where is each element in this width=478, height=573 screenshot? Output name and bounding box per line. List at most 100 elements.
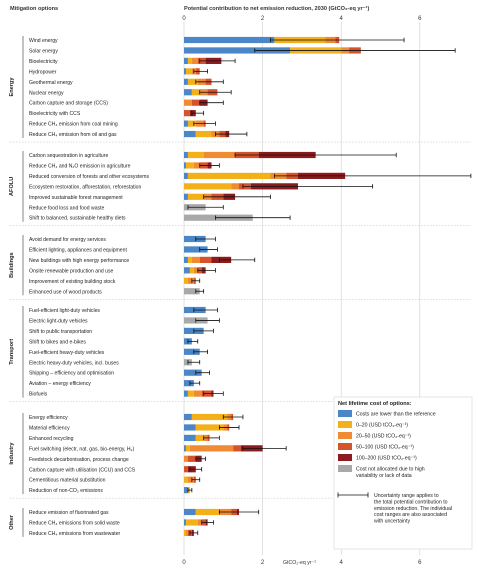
legend-box <box>333 396 473 550</box>
legend-swatch-0 <box>338 410 352 417</box>
bar-segment-2-2-1 <box>187 256 192 263</box>
legend-uncertainty-text-1: the total potential contribution to <box>374 499 448 505</box>
option-label-5-1: Reduce CH₄ emissions from solid waste <box>29 520 120 526</box>
bar-segment-5-0-1 <box>195 508 220 516</box>
option-label-4-6: Cementitious material substitution <box>29 478 106 484</box>
option-label-3-2: Shift to public transportation <box>29 329 92 335</box>
options-header: Mitigation options <box>10 6 58 12</box>
sector-label-2: Buildings <box>9 252 15 277</box>
bar-segment-1-4-0 <box>184 193 188 200</box>
sector-label-3: Transport <box>9 339 15 365</box>
option-label-1-2: Reduced conversion of forests and other … <box>29 174 150 180</box>
bar-segment-4-4-1 <box>187 455 196 462</box>
bar-segment-2-0-0 <box>184 235 206 243</box>
bar-segment-2-5-0 <box>184 288 200 295</box>
bar-segment-2-2-2 <box>191 256 200 263</box>
bar-segment-1-0-1 <box>187 151 204 159</box>
x-tick-top-1: 2 <box>261 16 265 22</box>
bar-segment-2-2-3 <box>199 256 212 263</box>
bar-segment-2-4-0 <box>184 277 188 284</box>
legend-swatch-1 <box>338 421 352 428</box>
bar-segment-1-2-0 <box>184 172 188 179</box>
bar-segment-4-2-0 <box>184 434 196 441</box>
legend-label-5-a: Cost not allocated due to high <box>356 467 425 473</box>
bar-segment-2-3-1 <box>189 267 194 274</box>
bar-segment-3-4-0 <box>184 348 200 355</box>
bar-segment-2-4-1 <box>187 277 194 284</box>
bar-segment-3-8-0 <box>184 390 188 397</box>
bar-segment-0-2-2 <box>191 57 198 64</box>
option-label-4-7: Reduction of non-CO₂ emissions <box>29 488 103 494</box>
legend-label-0: Costs are lower than the reference <box>356 412 436 418</box>
option-label-4-1: Material efficiency <box>29 425 70 431</box>
bar-segment-1-1-1 <box>185 162 194 169</box>
bar-segment-1-1-0 <box>184 162 186 169</box>
bar-segment-0-4-0 <box>184 78 188 85</box>
x-axis-label: GtCO₂-eq yr⁻¹ <box>283 560 316 566</box>
legend-label-1: 0–20 (USD tCO₂-eq⁻¹) <box>356 423 408 429</box>
option-label-0-8: Reduce CH₄ emission from coal mining <box>29 122 118 128</box>
bar-segment-1-3-0 <box>184 183 232 190</box>
option-label-0-7: Bioelectricity with CCS <box>29 111 81 117</box>
bar-segment-5-0-0 <box>184 508 196 516</box>
option-label-1-6: Shift to balanced, sustainable healthy d… <box>29 216 126 222</box>
option-label-1-1: Reduce CH₄ and N₂O emission in agricultu… <box>29 163 131 169</box>
legend-uncertainty-text-4: with uncertainty <box>374 519 410 525</box>
bar-segment-4-3-2 <box>189 445 234 452</box>
legend-label-3: 50–100 (USD tCO₂-eq⁻¹) <box>356 445 414 451</box>
bar-segment-1-4-1 <box>187 193 204 200</box>
bar-segment-5-2-1 <box>185 529 188 536</box>
bar-segment-0-0-0 <box>184 36 275 44</box>
option-label-4-3: Fuel switching (electr, nat. gas, bio-en… <box>29 446 135 452</box>
option-label-0-1: Solar energy <box>29 48 58 54</box>
option-label-3-7: Aviation – energy efficiency <box>29 381 91 387</box>
bar-segment-4-7-0 <box>184 487 188 494</box>
bar-segment-0-9-0 <box>184 130 196 138</box>
x-tick-bottom-0: 0 <box>182 560 186 566</box>
bar-segment-0-2-0 <box>184 57 188 64</box>
bar-segment-0-8-1 <box>187 120 196 127</box>
x-tick-bottom-1: 2 <box>261 560 265 566</box>
bar-segment-0-6-1 <box>191 99 200 106</box>
bar-segment-4-6-1 <box>187 476 194 483</box>
option-label-0-9: Reduce CH₄ emission from oil and gas <box>29 132 117 138</box>
bar-segment-4-1-0 <box>184 424 196 431</box>
legend-uncertainty-text-0: Uncertainty range applies to <box>374 493 439 499</box>
bar-segment-4-4-0 <box>184 455 188 462</box>
bar-segment-5-2-0 <box>184 529 186 536</box>
bar-segment-1-0-2 <box>203 151 236 159</box>
sector-label-4: Industry <box>9 442 15 465</box>
option-label-3-1: Electric light-duty vehicles <box>29 318 88 324</box>
bar-segment-0-5-1 <box>191 89 200 96</box>
option-label-4-0: Energy efficiency <box>29 415 68 421</box>
option-label-0-3: Hydropower <box>29 69 57 75</box>
sector-label-5: Other <box>9 514 15 530</box>
sector-label-0: Energy <box>9 77 15 97</box>
bar-segment-0-3-0 <box>184 68 186 75</box>
legend-swatch-2 <box>338 432 352 439</box>
bar-segment-1-0-0 <box>184 151 188 159</box>
legend-swatch-3 <box>338 443 352 450</box>
option-label-3-5: Electric heavy-duty vehicles, incl. buse… <box>29 360 119 366</box>
bar-segment-5-1-1 <box>185 519 198 526</box>
chart-title: Potential contribution to net emission r… <box>184 5 370 12</box>
legend-label-4: 100–200 (USD tCO₂-eq⁻¹) <box>356 456 417 462</box>
x-tick-top-3: 6 <box>418 16 422 22</box>
option-label-3-4: Fuel-efficient heavy-duty vehicles <box>29 350 105 356</box>
legend-swatch-4 <box>338 454 352 461</box>
bar-segment-2-3-0 <box>184 267 190 274</box>
sector-label-1: AFOLU <box>9 177 15 196</box>
legend-label-5-b: variability or lack of data <box>356 473 412 479</box>
option-label-0-5: Nuclear energy <box>29 90 64 96</box>
bar-segment-3-8-1 <box>187 390 194 397</box>
x-tick-bottom-2: 4 <box>340 560 344 566</box>
option-label-1-5: Reduce food loss and food waste <box>29 205 104 211</box>
option-label-3-6: Shipping – efficiency and optimisation <box>29 371 114 377</box>
option-label-4-4: Feedstock decarbonisation, process chang… <box>29 457 129 463</box>
option-label-0-4: Geothermal energy <box>29 80 73 86</box>
option-label-1-0: Carbon sequestration in agriculture <box>29 153 108 159</box>
option-label-2-4: Improvement of existing building stock <box>29 279 116 285</box>
bar-segment-2-2-0 <box>184 256 188 263</box>
x-tick-top-2: 4 <box>340 16 344 22</box>
legend-uncertainty-text-3: cost ranges are also associated <box>374 512 447 518</box>
